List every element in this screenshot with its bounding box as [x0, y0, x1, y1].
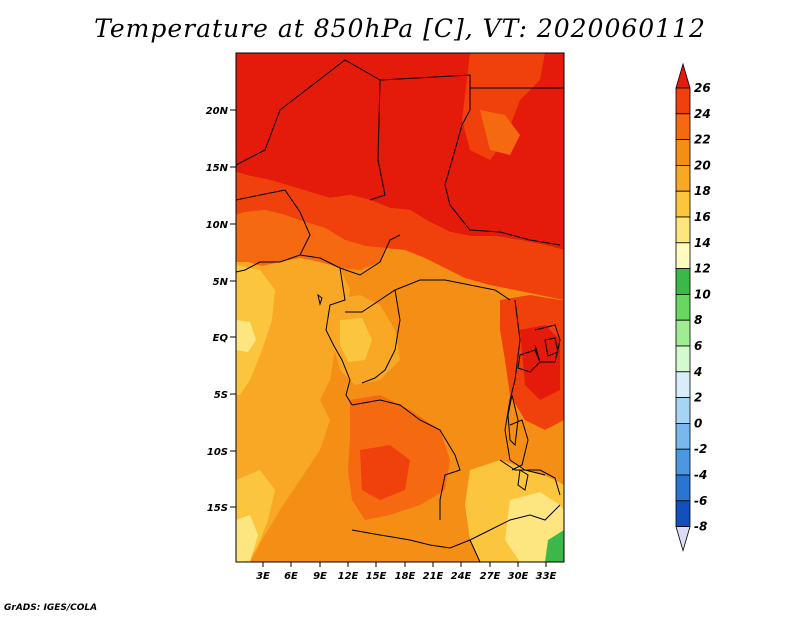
lat-label-10n: 10N [206, 220, 229, 231]
grads-credit: GrADS: IGES/COLA [4, 603, 97, 613]
lat-label-15s: 15S [207, 503, 228, 514]
colorbar-segment [676, 114, 690, 140]
colorbar-segment [676, 217, 690, 243]
colorbar-bottom-arrow [676, 527, 690, 551]
colorbar-label: 18 [694, 184, 711, 198]
colorbar-label: 22 [694, 133, 711, 147]
colorbar-segment [676, 88, 690, 114]
colorbar-segment [676, 269, 690, 295]
lon-tick-marks [263, 562, 546, 567]
lon-label-30e: 30E [508, 571, 529, 582]
lat-label-5s: 5S [214, 390, 228, 401]
colorbar-label: 10 [694, 287, 711, 301]
lon-label-3e: 3E [256, 571, 270, 582]
colorbar-label: 8 [694, 313, 702, 327]
lat-label-eq: EQ [213, 333, 229, 344]
colorbar-label: 26 [694, 81, 711, 95]
colorbar-segment [676, 191, 690, 217]
colorbar-label: -4 [694, 468, 707, 482]
colorbar-segment [676, 423, 690, 449]
colorbar-label: 2 [694, 391, 702, 405]
colorbar-segment [676, 165, 690, 191]
colorbar-label: 4 [693, 365, 702, 379]
colorbar-label: 14 [694, 236, 711, 250]
colorbar-segment [676, 320, 690, 346]
colorbar-segment [676, 140, 690, 166]
lat-tick-labels: 20N 15N 10N 5N EQ 5S 10S 15S [206, 106, 229, 514]
lon-label-12e: 12E [338, 571, 359, 582]
colorbar-segment [676, 398, 690, 424]
lon-label-15e: 15E [366, 571, 387, 582]
map-figure: 20N 15N 10N 5N EQ 5S 10S 15S 3E 6E 9E 12… [0, 0, 800, 618]
colorbar-label: -6 [694, 494, 707, 508]
lon-label-33e: 33E [536, 571, 557, 582]
colorbar-label: 24 [694, 107, 711, 121]
lat-label-15n: 15N [206, 163, 229, 174]
lat-label-20n: 20N [206, 106, 229, 117]
lon-label-18e: 18E [395, 571, 416, 582]
lon-label-9e: 9E [313, 571, 327, 582]
lon-label-27e: 27E [480, 571, 501, 582]
colorbar-top-arrow [676, 64, 690, 88]
colorbar-label: -8 [694, 520, 707, 534]
colorbar-label: 16 [694, 210, 711, 224]
lon-tick-labels: 3E 6E 9E 12E 15E 18E 21E 24E 27E 30E 33E [256, 571, 556, 582]
colorbar-label: 0 [694, 416, 702, 430]
colorbar-segment [676, 372, 690, 398]
colorbar-segment [676, 294, 690, 320]
lat-tick-marks [230, 110, 236, 507]
colorbar-label: 12 [694, 262, 711, 276]
colorbar-label: 20 [694, 158, 711, 172]
colorbar-segment [676, 346, 690, 372]
lon-label-6e: 6E [284, 571, 298, 582]
colorbar-segment [676, 243, 690, 269]
lon-label-21e: 21E [423, 571, 444, 582]
colorbar-segment [676, 449, 690, 475]
lon-label-24e: 24E [451, 571, 472, 582]
colorbar-label: 6 [694, 339, 702, 353]
temperature-field [236, 53, 564, 562]
colorbar-segment [676, 501, 690, 527]
lat-label-10s: 10S [207, 447, 228, 458]
colorbar-segment [676, 475, 690, 501]
colorbar-label: -2 [694, 442, 707, 456]
lat-label-5n: 5N [213, 277, 229, 288]
